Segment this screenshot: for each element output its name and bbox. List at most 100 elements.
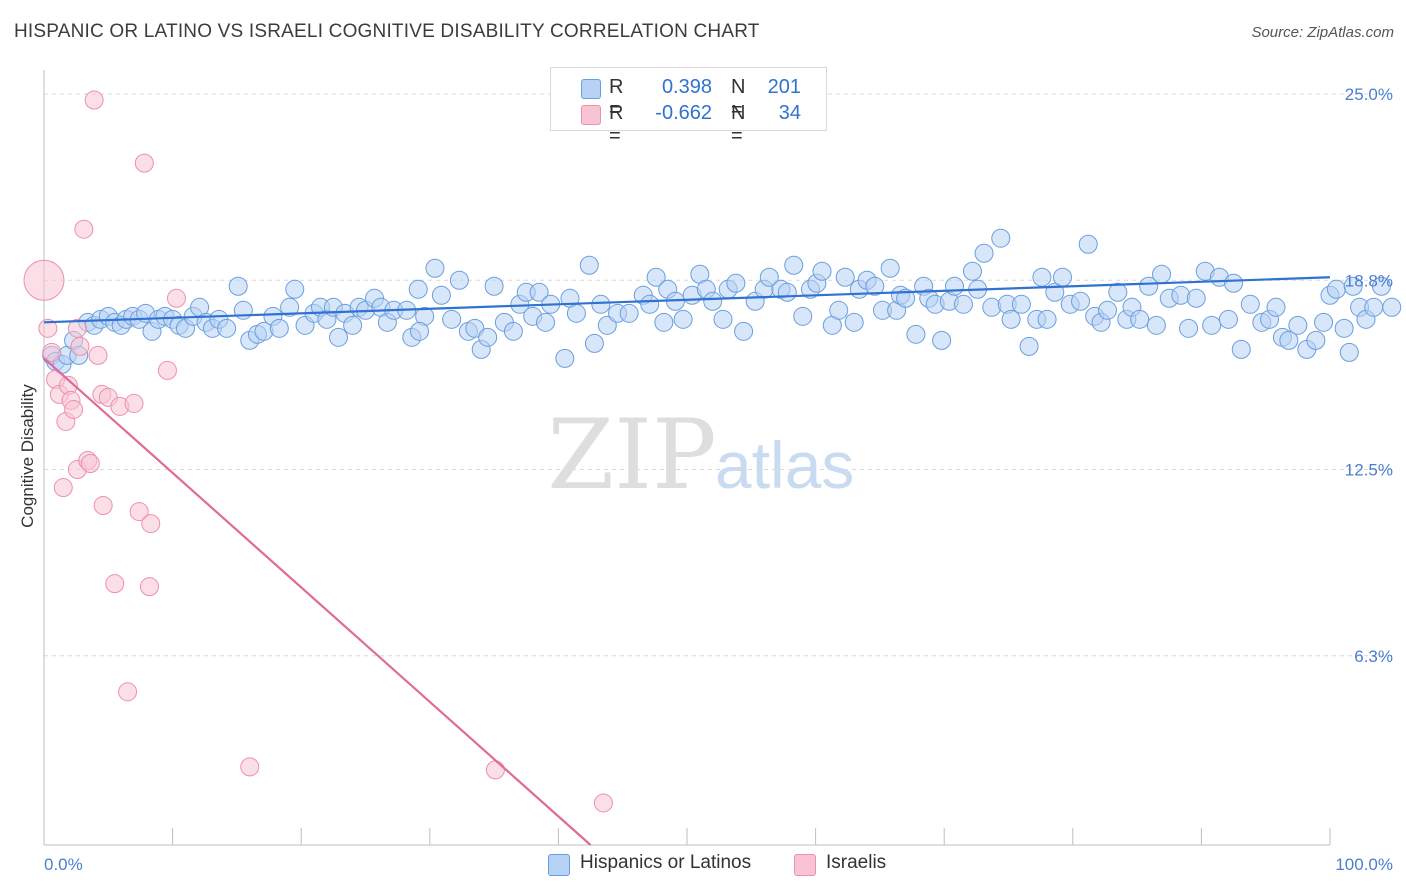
point-hispanic: [1279, 330, 1299, 350]
point-hispanic: [1224, 273, 1244, 293]
point-hispanic: [1202, 315, 1222, 335]
point-hispanic: [619, 303, 639, 323]
point-hispanic: [442, 309, 462, 329]
stats-swatch-pink: [581, 105, 601, 125]
point-israeli: [42, 342, 62, 362]
point-hispanic: [591, 294, 611, 314]
gridlines: [44, 93, 1392, 657]
point-hispanic: [1001, 309, 1021, 329]
point-israeli: [240, 757, 260, 777]
stats-n-value: 34: [778, 102, 801, 124]
point-hispanic: [584, 333, 604, 353]
point-israeli: [74, 219, 94, 239]
point-hispanic: [1032, 267, 1052, 287]
point-israeli: [118, 682, 138, 702]
point-israeli: [157, 360, 177, 380]
point-israeli: [23, 259, 65, 301]
point-hispanic: [410, 321, 430, 341]
legend-swatch-blue: [548, 854, 570, 876]
point-hispanic: [217, 318, 237, 338]
watermark: ZIP atlas: [547, 399, 854, 511]
point-hispanic: [280, 297, 300, 317]
legend-swatch-pink: [794, 854, 816, 876]
point-hispanic: [1171, 285, 1191, 305]
stats-swatch-blue: [581, 79, 601, 99]
point-hispanic: [1130, 309, 1150, 329]
y-tick-label: 6.3%: [1354, 647, 1393, 666]
point-israeli: [141, 514, 161, 534]
stats-n-label: N =: [731, 76, 746, 121]
point-hispanic: [982, 297, 1002, 317]
point-hispanic: [285, 279, 305, 299]
point-hispanic: [503, 321, 523, 341]
point-hispanic: [1364, 297, 1384, 317]
point-israeli: [80, 454, 100, 474]
stats-r-value: -0.662: [655, 102, 712, 124]
point-hispanic: [478, 327, 498, 347]
point-hispanic: [555, 348, 575, 368]
x-tick-label: 0.0%: [44, 855, 83, 874]
point-hispanic: [1343, 276, 1363, 296]
point-hispanic: [932, 330, 952, 350]
axes: [43, 70, 1331, 846]
point-hispanic: [880, 258, 900, 278]
point-hispanic: [449, 270, 469, 290]
point-israeli: [64, 399, 84, 419]
point-israeli: [70, 336, 90, 356]
point-israeli: [88, 345, 108, 365]
point-hispanic: [944, 276, 964, 296]
point-hispanic: [1019, 336, 1039, 356]
point-hispanic: [829, 300, 849, 320]
point-hispanic: [228, 276, 248, 296]
point-hispanic: [579, 255, 599, 275]
point-hispanic: [835, 267, 855, 287]
point-hispanic: [726, 273, 746, 293]
point-hispanic: [991, 228, 1011, 248]
point-hispanic: [640, 294, 660, 314]
point-hispanic: [654, 312, 674, 332]
point-hispanic: [1231, 339, 1251, 359]
stats-n-value: 201: [767, 76, 801, 98]
stats-r-value: 0.398: [661, 76, 712, 98]
point-hispanic: [759, 267, 779, 287]
point-israeli: [139, 577, 159, 597]
point-hispanic: [777, 282, 797, 302]
series-israelis-points: [23, 90, 613, 813]
point-hispanic: [1382, 297, 1402, 317]
legend-label: Israelis: [826, 852, 887, 873]
chart-title: HISPANIC OR LATINO VS ISRAELI COGNITIVE …: [14, 21, 760, 42]
point-hispanic: [793, 306, 813, 326]
point-israeli: [485, 760, 505, 780]
point-hispanic: [1108, 282, 1128, 302]
point-hispanic: [673, 309, 693, 329]
point-hispanic: [1339, 342, 1359, 362]
series-hispanics-points: [42, 228, 1402, 374]
point-hispanic: [1078, 234, 1098, 254]
trend-line-israelis: [43, 357, 592, 846]
point-israeli: [105, 574, 125, 594]
point-hispanic: [1218, 309, 1238, 329]
point-israeli: [593, 793, 613, 813]
point-hispanic: [1071, 291, 1091, 311]
y-tick-label: 12.5%: [1345, 461, 1393, 480]
point-hispanic: [1306, 330, 1326, 350]
x-tick-label: 100.0%: [1335, 855, 1393, 874]
point-hispanic: [646, 267, 666, 287]
point-hispanic: [1240, 294, 1260, 314]
point-hispanic: [328, 327, 348, 347]
point-israeli: [84, 90, 104, 110]
point-hispanic: [1098, 300, 1118, 320]
point-hispanic: [1146, 315, 1166, 335]
point-hispanic: [784, 255, 804, 275]
point-hispanic: [1266, 297, 1286, 317]
point-hispanic: [536, 312, 556, 332]
point-hispanic: [1314, 312, 1334, 332]
point-hispanic: [906, 324, 926, 344]
point-israeli: [53, 478, 73, 498]
point-israeli: [134, 153, 154, 173]
point-hispanic: [703, 291, 723, 311]
y-tick-label: 25.0%: [1345, 85, 1393, 104]
point-hispanic: [1037, 309, 1057, 329]
point-hispanic: [1326, 279, 1346, 299]
